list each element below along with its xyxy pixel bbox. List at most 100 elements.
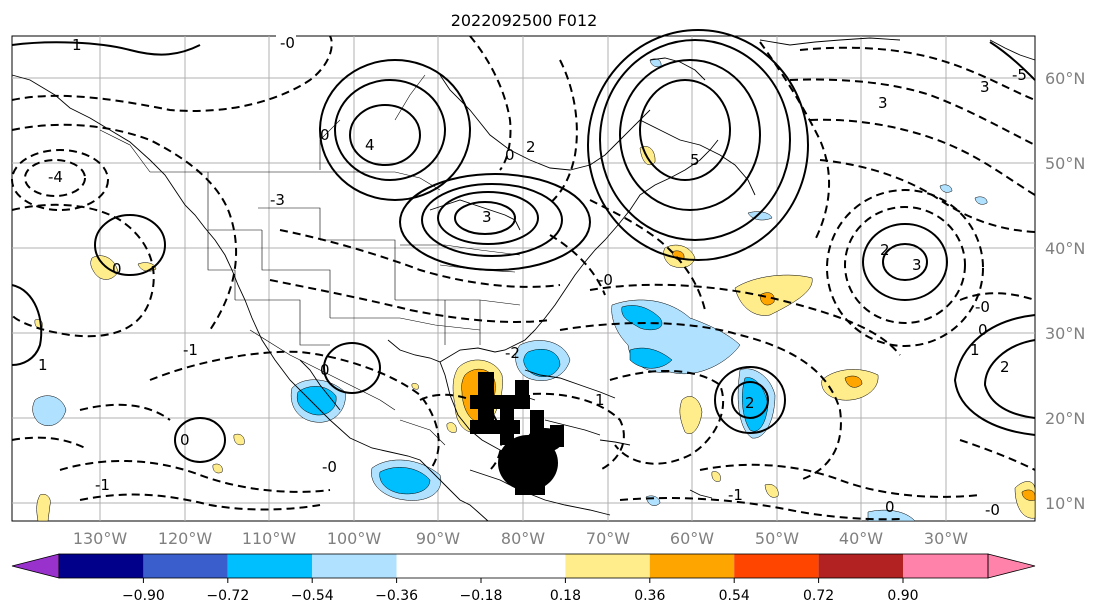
colorbar-label: −0.90	[122, 588, 165, 604]
contour-label: 0	[320, 361, 330, 379]
contour-label: 0	[978, 321, 988, 339]
contour-line	[79, 493, 321, 511]
contour-line	[11, 35, 333, 112]
contour-label: -1	[95, 476, 110, 494]
contour-label: 3	[482, 208, 492, 226]
contour-line	[469, 35, 512, 171]
contour-line	[959, 439, 1036, 471]
contour-label: -0	[598, 271, 613, 289]
colorbar-swatch	[312, 554, 397, 578]
shade-patch	[446, 422, 457, 433]
contour-line	[619, 59, 761, 211]
contour-line	[419, 393, 503, 471]
shade-patch	[233, 433, 245, 446]
contour-line	[809, 118, 1036, 196]
shade-patch	[32, 395, 67, 426]
marker-plus	[550, 425, 564, 447]
contour-line	[11, 436, 86, 449]
contour-label: -5	[1012, 66, 1027, 84]
lon-label: 50°W	[755, 529, 799, 548]
colorbar-label: −0.54	[291, 588, 334, 604]
contour-label: -3	[270, 191, 285, 209]
contour-label: -4	[48, 168, 63, 186]
colorbar-label: 0.36	[634, 588, 665, 604]
lat-label: 10°N	[1045, 494, 1085, 513]
marker-plus	[500, 395, 514, 445]
contour-label: -0	[975, 298, 990, 316]
lon-label: 100°W	[327, 529, 382, 548]
contour-line	[819, 159, 1036, 233]
contour-line	[421, 183, 563, 257]
colorbar-swatch	[143, 554, 228, 578]
contour-label: -2	[505, 344, 520, 362]
contours-positive	[11, 29, 1036, 463]
contour-label: 2	[745, 394, 755, 412]
contour-line	[731, 381, 769, 419]
contour-line	[319, 59, 471, 201]
lon-label: 120°W	[158, 529, 213, 548]
lon-label: 30°W	[924, 529, 968, 548]
contour-line	[454, 201, 516, 235]
lat-label: 40°N	[1045, 239, 1085, 258]
contour-line	[11, 123, 238, 331]
colorbar-label: −0.36	[375, 588, 418, 604]
shade-patch	[629, 347, 673, 369]
contour-label: 0	[180, 431, 190, 449]
contour-line	[79, 403, 171, 421]
lat-label: 50°N	[1045, 154, 1085, 173]
contour-line	[953, 314, 1036, 436]
lon-label: 90°W	[416, 529, 460, 548]
colorbar-swatch	[59, 554, 144, 578]
contour-label: 1	[970, 341, 980, 359]
colorbar-swatch	[396, 554, 481, 578]
contour-line	[759, 41, 830, 241]
map-panel: -0 1 -4 -3 -1 1 0 0 0 -0 -1 4 0 3 0 2 5 …	[11, 29, 1036, 522]
contour-label: 3	[878, 94, 888, 112]
contour-label: -0	[985, 501, 1000, 519]
shade-patch	[1021, 489, 1036, 501]
marker-plus	[530, 410, 544, 440]
contours-negative	[11, 35, 1036, 521]
lat-label: 30°N	[1045, 324, 1085, 343]
contour-line	[547, 59, 578, 206]
shade-patch	[844, 375, 863, 388]
lat-label: 60°N	[1045, 69, 1085, 88]
contour-line	[589, 199, 706, 311]
lon-label: 80°W	[501, 529, 545, 548]
shade-patch	[939, 184, 953, 193]
contour-label: 0	[112, 260, 122, 278]
shade-patch	[212, 463, 223, 474]
lon-label: 70°W	[586, 529, 630, 548]
shade-patch	[711, 471, 721, 482]
colorbar-label: 0.18	[550, 588, 581, 604]
contour-label: 2	[526, 138, 536, 156]
contour-line	[174, 417, 226, 463]
marker-plus	[515, 485, 545, 495]
contour-line	[94, 214, 166, 276]
contour-line	[323, 342, 381, 394]
colorbar-label: −0.18	[460, 588, 503, 604]
colorbar-label: 0.90	[887, 588, 918, 604]
colorbar-swatch	[565, 554, 650, 578]
lat-label: 20°N	[1045, 409, 1085, 428]
contour-label: 1	[595, 391, 605, 409]
contour-label: 0	[505, 146, 515, 164]
longitude-labels: 130°W 120°W 110°W 100°W 90°W 80°W 70°W 6…	[73, 529, 968, 548]
lon-label: 60°W	[670, 529, 714, 548]
shade-patch	[411, 383, 419, 390]
colorbar-swatch	[649, 554, 735, 578]
contour-label: -0	[322, 458, 337, 476]
contour-label: 2	[880, 241, 890, 259]
contour-line	[882, 243, 928, 281]
contour-label: 3	[980, 78, 990, 96]
contour-line	[959, 292, 1036, 301]
map-title: 2022092500 F012	[451, 11, 598, 30]
contour-line	[334, 79, 446, 181]
lon-label: 130°W	[73, 529, 128, 548]
colorbar-swatch	[227, 554, 313, 578]
contour-line	[639, 79, 731, 181]
contour-line	[587, 29, 809, 261]
contour-line	[519, 392, 625, 471]
contour-line	[559, 322, 842, 481]
